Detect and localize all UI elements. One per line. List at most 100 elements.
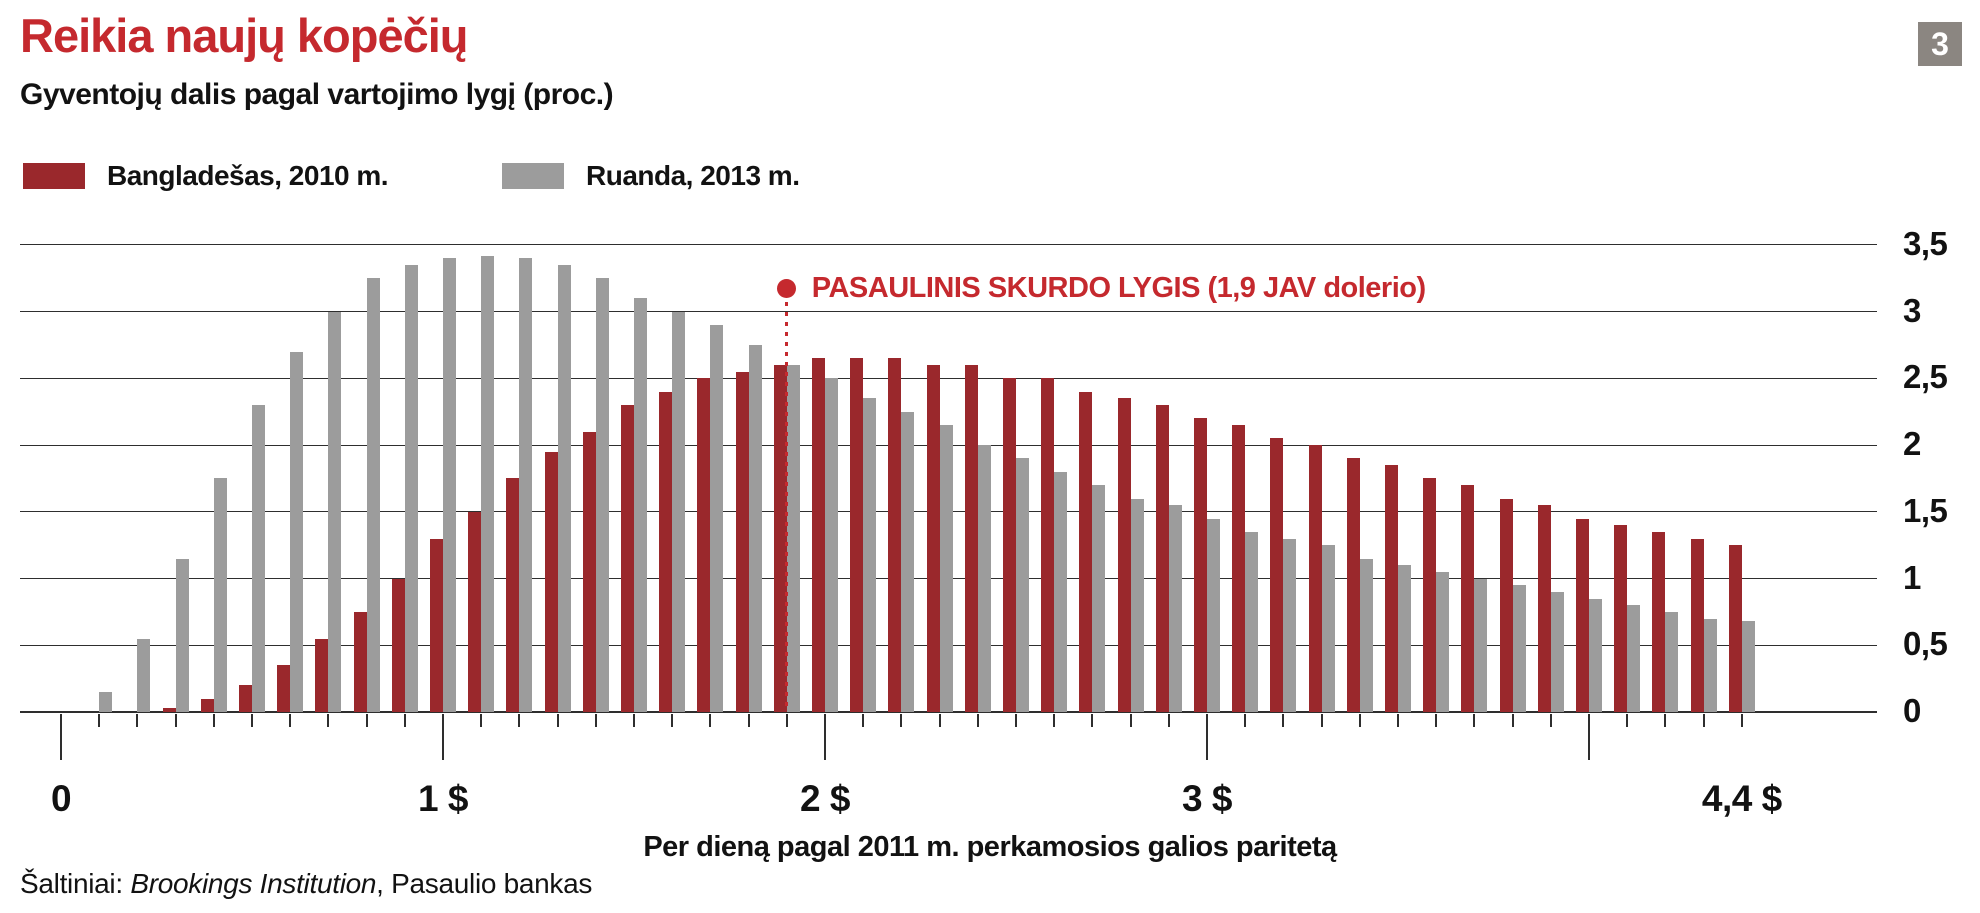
poverty-line — [785, 302, 789, 712]
bangladesh-bar — [1003, 378, 1016, 712]
bangladesh-bar — [773, 365, 787, 712]
y-tick-label: 2,5 — [1903, 358, 1948, 396]
rwanda-swatch-icon — [502, 163, 564, 189]
rwanda-bar — [863, 398, 877, 712]
x-tick — [1397, 714, 1399, 727]
x-tick — [1740, 714, 1743, 727]
bangladesh-bar — [1537, 505, 1551, 712]
bangladesh-bar — [1690, 539, 1704, 712]
x-tick — [1435, 714, 1438, 727]
bangladesh-bar — [1232, 425, 1246, 712]
bangladesh-bar — [1308, 445, 1322, 712]
bangladesh-bar — [926, 365, 940, 712]
legend-label: Bangladešas, 2010 m. — [107, 160, 389, 191]
rwanda-bar — [404, 265, 418, 712]
rwanda-bar — [137, 639, 151, 712]
x-tick — [136, 714, 139, 727]
x-tick — [1473, 714, 1476, 727]
x-tick — [1664, 714, 1667, 727]
x-tick — [480, 714, 483, 727]
bangladesh-bar — [277, 665, 291, 712]
bangladesh-bar — [735, 372, 749, 712]
x-tick — [1206, 714, 1208, 760]
bangladesh-bar — [1385, 465, 1398, 712]
legend-item-rwanda: Ruanda, 2013 m. — [502, 160, 800, 192]
x-tick — [1282, 714, 1285, 727]
x-tick-label: 2 $ — [800, 778, 850, 819]
rwanda-bar — [748, 345, 762, 712]
rwanda-bar — [213, 478, 227, 712]
bangladesh-swatch-icon — [23, 163, 85, 189]
x-tick — [174, 714, 177, 727]
source-line: Šaltiniai: Brookings Institution, Pasaul… — [20, 868, 592, 900]
x-tick — [327, 714, 330, 727]
bangladesh-bar — [1614, 525, 1628, 712]
rwanda-bar — [1665, 612, 1679, 712]
rwanda-bar — [1359, 559, 1373, 712]
bangladesh-bar — [468, 512, 482, 712]
x-tick — [747, 714, 750, 727]
x-tick — [1053, 714, 1056, 727]
x-tick — [976, 714, 979, 727]
page-subtitle: Gyventojų dalis pagal vartojimo lygį (pr… — [20, 78, 614, 111]
bangladesh-bar — [1079, 392, 1093, 712]
rwanda-bar — [1054, 472, 1068, 712]
bangladesh-bar — [850, 358, 864, 712]
bangladesh-bar — [1423, 478, 1437, 712]
x-tick — [60, 714, 62, 760]
rwanda-bar — [1016, 458, 1029, 712]
rwanda-bar — [1589, 599, 1602, 712]
bangladesh-bar — [162, 708, 176, 712]
x-tick-label: 4,4 $ — [1701, 778, 1782, 819]
gridline — [20, 244, 1877, 246]
rwanda-bar — [175, 559, 189, 712]
bangladesh-bar — [964, 365, 978, 712]
bangladesh-bar — [1576, 519, 1589, 712]
rwanda-bar — [252, 405, 265, 712]
rwanda-bar — [443, 258, 456, 712]
x-tick — [671, 714, 674, 727]
bangladesh-bar — [239, 685, 252, 712]
y-tick-label: 2 — [1903, 425, 1921, 463]
x-tick — [1320, 714, 1323, 727]
bangladesh-bar — [430, 539, 443, 712]
rwanda-bar — [1130, 499, 1144, 712]
bangladesh-bar — [200, 699, 214, 712]
bangladesh-bar — [1155, 405, 1169, 712]
source-italic: Brookings Institution — [130, 868, 377, 899]
bangladesh-bar — [621, 405, 634, 712]
poverty-line-label: PASAULINIS SKURDO LYGIS (1,9 JAV dolerio… — [811, 272, 1426, 304]
x-tick — [1015, 714, 1017, 727]
rwanda-bar — [939, 425, 953, 712]
bangladesh-bar — [812, 358, 825, 712]
rwanda-bar — [557, 265, 571, 712]
x-tick — [1129, 714, 1132, 727]
source-prefix: Šaltiniai: — [20, 868, 131, 899]
rwanda-bar — [1398, 565, 1411, 712]
rwanda-bar — [1436, 572, 1450, 712]
x-tick — [1702, 714, 1705, 727]
rwanda-bar — [672, 312, 686, 712]
rwanda-bar — [595, 278, 609, 712]
y-tick-label: 0,5 — [1903, 625, 1948, 663]
bangladesh-bar — [1499, 499, 1513, 712]
x-tick-label: 0 — [50, 778, 72, 819]
x-tick — [556, 714, 559, 727]
x-tick — [862, 714, 865, 727]
x-tick-label: 3 $ — [1182, 778, 1232, 819]
y-tick-label: 1,5 — [1903, 491, 1948, 529]
rwanda-bar — [1245, 532, 1259, 712]
bangladesh-bar — [1461, 485, 1475, 712]
x-tick — [442, 714, 444, 760]
x-tick — [212, 714, 215, 727]
x-tick — [633, 714, 635, 727]
x-tick — [1091, 714, 1094, 727]
rwanda-bar — [328, 312, 342, 712]
x-tick — [1358, 714, 1361, 727]
legend-item-bangladesh: Bangladešas, 2010 m. — [23, 160, 389, 192]
x-tick — [594, 714, 597, 727]
rwanda-bar — [634, 298, 647, 712]
x-axis-title: Per dieną pagal 2011 m. perkamosios gali… — [643, 831, 1337, 863]
x-tick — [785, 714, 788, 727]
